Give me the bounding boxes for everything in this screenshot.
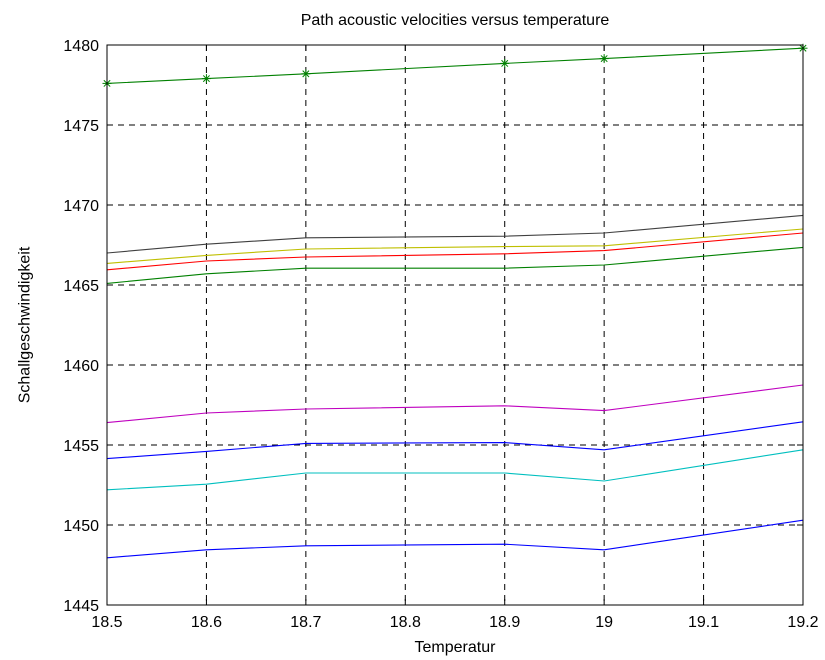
x-tick-label: 18.9 xyxy=(489,614,520,631)
y-tick-label: 1455 xyxy=(63,438,99,455)
series-marker xyxy=(201,74,211,84)
marker-stroke xyxy=(501,59,509,67)
series-marker xyxy=(500,58,510,68)
series-marker xyxy=(301,69,311,79)
y-tick-label: 1450 xyxy=(63,518,99,535)
y-tick-label: 1480 xyxy=(63,38,99,55)
marker-stroke xyxy=(600,55,608,63)
y-axis-title: Schallgeschwindigkeit xyxy=(17,246,34,403)
series-lines xyxy=(102,43,808,559)
grid-lines xyxy=(107,45,803,605)
series-line-1 xyxy=(106,47,804,84)
y-tick-label: 1470 xyxy=(63,198,99,215)
y-tick-label: 1465 xyxy=(63,278,99,295)
marker-stroke xyxy=(202,75,210,83)
x-tick-label: 19.1 xyxy=(688,614,719,631)
series-line-4 xyxy=(106,232,804,271)
x-tick-label: 19.2 xyxy=(787,614,818,631)
x-tick-label: 19 xyxy=(595,614,613,631)
marker-stroke xyxy=(302,70,310,78)
x-axis-title: Temperatur xyxy=(415,639,497,656)
series-line-3 xyxy=(106,228,804,264)
x-tick-label: 18.6 xyxy=(191,614,222,631)
series-line-5 xyxy=(106,246,804,284)
plot-frame xyxy=(106,44,804,606)
series-line-2 xyxy=(106,214,804,254)
series-line-6 xyxy=(106,384,804,424)
x-tick-label: 18.5 xyxy=(91,614,122,631)
series-marker xyxy=(599,54,609,64)
x-tick-label: 18.8 xyxy=(390,614,421,631)
series-line-7 xyxy=(106,421,804,460)
x-tick-label: 18.7 xyxy=(290,614,321,631)
y-tick-label: 1475 xyxy=(63,118,99,135)
y-tick-label: 1445 xyxy=(63,598,99,615)
y-tick-label: 1460 xyxy=(63,358,99,375)
series-line-8 xyxy=(106,449,804,491)
chart-title: Path acoustic velocities versus temperat… xyxy=(301,12,610,29)
axis-ticks: 18.5 18.6 18.7 18.8 18.9 19 19.1 19.2 1445 1450 14… xyxy=(63,38,818,631)
series-line-9 xyxy=(106,519,804,559)
